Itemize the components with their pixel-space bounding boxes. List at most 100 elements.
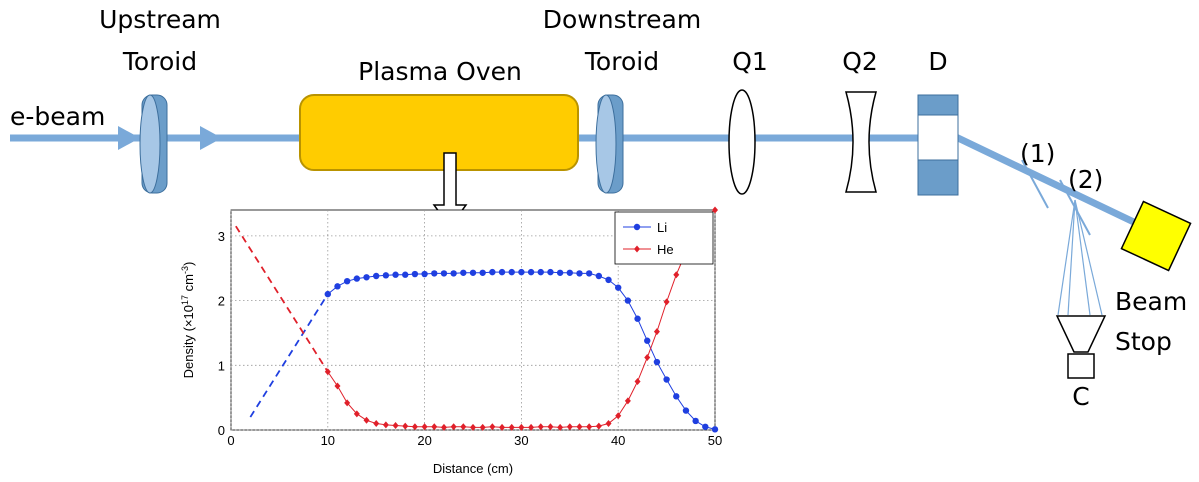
label: (1) xyxy=(1020,139,1055,168)
point xyxy=(489,423,496,431)
x-tick-label: 40 xyxy=(611,433,625,448)
label: C xyxy=(1072,382,1089,411)
point xyxy=(557,423,564,431)
point xyxy=(682,407,690,414)
label: Toroid xyxy=(122,47,197,76)
label: Q1 xyxy=(732,47,768,76)
point xyxy=(663,298,670,306)
point xyxy=(663,376,670,383)
plot: 0 10 20 30 40 50 0 1 2 3 Li He xyxy=(218,206,722,448)
point xyxy=(566,423,573,431)
point xyxy=(324,290,331,298)
point xyxy=(518,423,525,431)
point xyxy=(556,269,564,276)
point xyxy=(644,337,651,344)
point xyxy=(373,272,380,280)
legend-marker xyxy=(633,223,641,231)
point xyxy=(344,399,351,407)
x-tick-label: 0 xyxy=(227,433,234,448)
y-label-part: 17 xyxy=(180,295,190,305)
point xyxy=(518,268,525,276)
point xyxy=(634,315,641,322)
label: Toroid xyxy=(584,47,659,76)
point xyxy=(440,423,447,431)
point xyxy=(392,271,399,278)
point xyxy=(634,377,641,385)
point xyxy=(527,268,535,276)
point xyxy=(615,412,622,420)
legend-label: He xyxy=(657,242,674,257)
defocusing-lens xyxy=(845,91,877,193)
point xyxy=(537,423,544,431)
point xyxy=(595,422,602,430)
label: Beam xyxy=(1115,287,1187,316)
point xyxy=(334,382,341,390)
label: Plasma Oven xyxy=(358,57,522,86)
point xyxy=(450,270,457,277)
point xyxy=(615,284,622,291)
point xyxy=(460,423,467,431)
point xyxy=(605,420,612,428)
point xyxy=(470,423,476,431)
point xyxy=(440,270,448,277)
point xyxy=(353,275,361,282)
plasma-oven xyxy=(299,94,579,171)
point xyxy=(489,268,496,276)
label: Upstream xyxy=(99,5,221,34)
y-tick-label: 2 xyxy=(218,294,225,309)
point xyxy=(711,426,719,433)
y-axis-label: Density (×1017 cm-3) xyxy=(180,262,196,379)
point xyxy=(479,269,486,276)
point xyxy=(605,276,612,284)
label: D xyxy=(928,47,947,76)
point xyxy=(324,368,331,376)
point xyxy=(712,206,718,214)
point xyxy=(402,271,409,278)
point xyxy=(624,397,631,405)
toroid-face xyxy=(139,94,161,194)
y-tick-label: 3 xyxy=(218,229,225,244)
point xyxy=(421,423,428,431)
x-tick-label: 20 xyxy=(417,433,431,448)
point xyxy=(363,416,370,424)
y-label-part: Density (×10 xyxy=(181,305,196,378)
point xyxy=(653,358,661,366)
point xyxy=(508,268,515,276)
point xyxy=(431,423,438,431)
point xyxy=(673,271,680,279)
point xyxy=(508,423,515,431)
point xyxy=(334,283,341,290)
point xyxy=(402,422,409,430)
x-tick-label: 50 xyxy=(708,433,722,448)
point xyxy=(547,268,554,276)
point xyxy=(692,417,699,425)
y-label-part: cm xyxy=(181,274,196,295)
point xyxy=(363,274,370,281)
label: Stop xyxy=(1115,327,1172,356)
extrapolation xyxy=(249,293,329,418)
point xyxy=(421,270,428,278)
beam-arrow xyxy=(118,126,140,150)
legend-label: Li xyxy=(657,220,667,235)
y-tick-label: 0 xyxy=(218,423,225,438)
point xyxy=(499,423,506,431)
y-tick-label: 1 xyxy=(218,358,225,373)
beam-arrow xyxy=(200,126,222,150)
y-label-part: -3 xyxy=(180,266,190,274)
point xyxy=(537,268,544,276)
point xyxy=(382,421,389,429)
point xyxy=(479,423,486,431)
foil xyxy=(1021,159,1049,209)
point xyxy=(585,270,593,277)
point xyxy=(576,423,583,431)
point xyxy=(576,270,583,277)
legend-box xyxy=(614,211,714,265)
point xyxy=(343,277,351,285)
toroid-face xyxy=(595,94,617,194)
label: (2) xyxy=(1068,165,1103,194)
point xyxy=(411,423,418,431)
radiation-cone xyxy=(1057,199,1103,316)
dipole-gap xyxy=(917,114,959,161)
x-tick-label: 10 xyxy=(321,433,335,448)
